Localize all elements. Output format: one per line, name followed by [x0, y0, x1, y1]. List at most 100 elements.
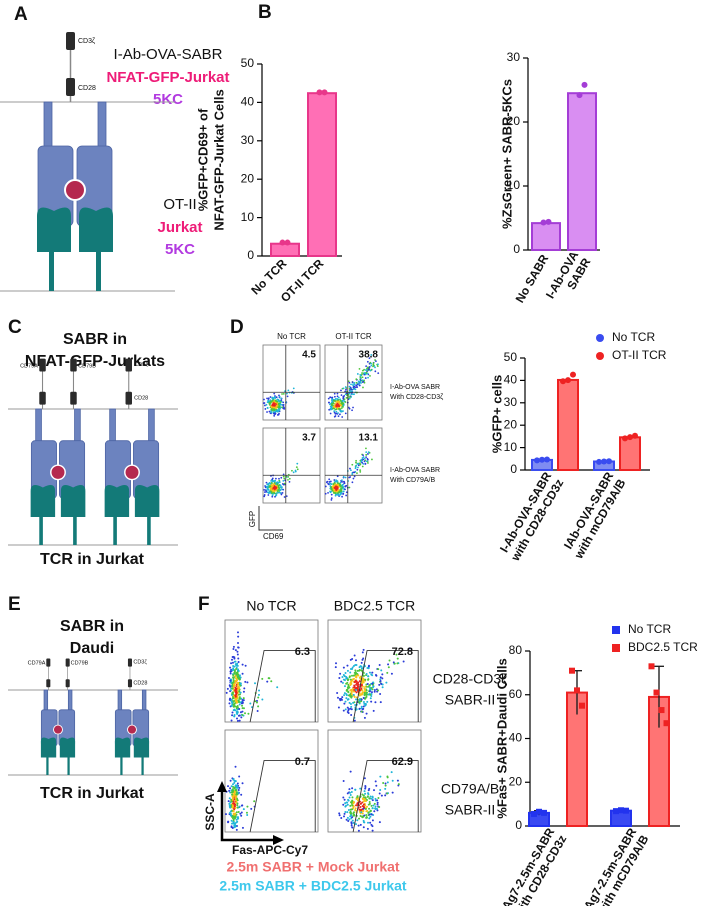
replicate-point	[618, 807, 624, 814]
flow-event	[378, 806, 381, 809]
gate	[249, 650, 316, 723]
flow-event	[236, 820, 239, 823]
flow-event	[282, 479, 285, 482]
flow-event	[372, 364, 375, 367]
flow-event	[352, 406, 354, 409]
flow-event	[363, 702, 366, 705]
flow-event	[379, 692, 382, 695]
flow-event	[236, 802, 239, 805]
flow-event	[267, 398, 270, 401]
flow-event	[361, 373, 363, 376]
flow-event	[370, 691, 373, 694]
flow-event	[326, 480, 329, 483]
signaling-domain	[39, 358, 46, 372]
flow-event	[344, 700, 347, 703]
signaling-domain	[66, 78, 75, 96]
flow-event	[384, 794, 387, 797]
row-label: I-Ab-OVA SABR	[390, 467, 440, 474]
flow-event	[272, 489, 275, 492]
tcr-stalk	[49, 242, 54, 291]
flow-event	[330, 408, 332, 411]
legend-label: No TCR	[628, 622, 671, 636]
flow-event	[240, 811, 243, 814]
flow-event	[346, 811, 349, 814]
flow-event	[362, 648, 365, 651]
flow-event	[396, 662, 399, 665]
flow-event	[342, 410, 344, 412]
flow-event	[365, 810, 368, 813]
y-tick-label: 20	[509, 774, 523, 788]
flow-event	[348, 392, 351, 395]
flow-event	[230, 700, 233, 703]
flow-event	[264, 408, 267, 410]
flow-plot	[327, 729, 422, 833]
flow-event	[240, 814, 243, 817]
flow-event	[235, 668, 238, 671]
flow-event	[363, 693, 366, 696]
panel-letter: C	[8, 317, 22, 338]
flow-event	[364, 678, 367, 681]
flow-event	[329, 485, 332, 487]
flow-event	[270, 405, 273, 408]
flow-event	[355, 688, 358, 691]
receptor: CD3ζ CD28	[114, 658, 150, 775]
flow-event	[338, 814, 341, 817]
arrow-head	[273, 835, 284, 845]
flow-event	[231, 692, 234, 695]
legend-label: No TCR	[612, 330, 655, 344]
flow-event	[224, 813, 227, 816]
y-tick-label: 30	[507, 50, 521, 64]
flow-event	[388, 659, 391, 662]
flow-event	[241, 707, 244, 710]
flow-event	[349, 671, 352, 674]
flow-event	[355, 797, 358, 800]
flow-event	[241, 704, 244, 707]
flow-event	[329, 412, 332, 415]
flow-event	[236, 650, 239, 653]
flow-event	[232, 697, 235, 700]
gate	[352, 760, 419, 833]
bar	[270, 242, 300, 258]
flow-event	[238, 775, 241, 778]
flow-event	[276, 398, 279, 401]
replicate-point	[539, 456, 545, 463]
flow-event	[283, 482, 286, 485]
flow-event	[361, 805, 364, 808]
flow-event	[344, 671, 347, 674]
flow-event	[360, 705, 363, 708]
flow-event	[360, 682, 363, 685]
flow-event	[246, 681, 249, 684]
flow-event	[368, 787, 371, 790]
flow-event	[232, 676, 235, 679]
flow-event	[355, 459, 358, 462]
flow-event	[272, 402, 275, 405]
flow-event	[350, 383, 352, 386]
flow-event	[281, 492, 284, 494]
flow-event	[256, 710, 259, 713]
flow-event	[353, 684, 356, 687]
flow-event	[234, 801, 237, 804]
flow-event	[352, 393, 354, 396]
flow-event	[340, 394, 343, 397]
flow-event	[370, 700, 373, 703]
flow-event	[344, 488, 346, 491]
flow-event	[336, 691, 339, 694]
flow-event	[347, 685, 350, 688]
flow-event	[365, 712, 368, 715]
flow-event	[348, 818, 351, 821]
flow-event	[272, 483, 275, 486]
tcr-stalk	[73, 509, 77, 545]
panel-letter: A	[14, 4, 28, 25]
flow-event	[376, 803, 379, 806]
flow-event	[374, 780, 377, 783]
flow-event	[231, 805, 234, 808]
flow-event	[350, 393, 353, 396]
flow-event	[351, 674, 354, 677]
flow-event	[338, 677, 341, 680]
flow-events	[263, 462, 299, 498]
flow-event	[352, 388, 355, 390]
flow-event	[348, 796, 351, 799]
gate-percentage: 6.3	[295, 646, 310, 658]
